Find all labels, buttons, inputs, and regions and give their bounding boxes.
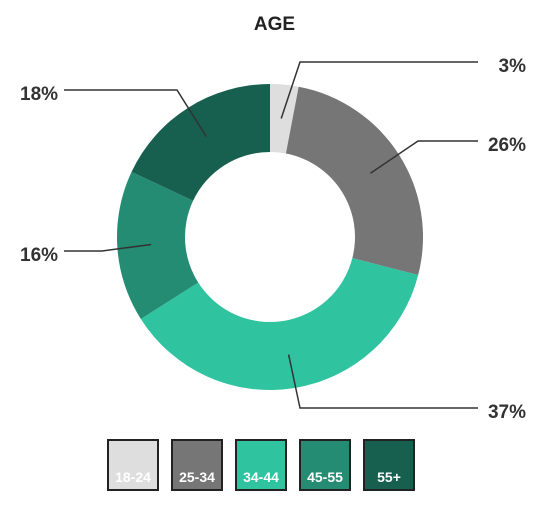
- legend-item-55+: 55+: [363, 439, 415, 491]
- slice-34-44: [140, 258, 419, 390]
- legend: 18-24 25-34 34-44 45-55 55+: [107, 439, 415, 491]
- leader-line-18-24: [280, 61, 478, 119]
- slice-45-55: [117, 171, 199, 319]
- data-label-45-55: 16%: [20, 245, 58, 266]
- legend-label: 55+: [377, 469, 401, 485]
- data-label-18-24: 3%: [499, 56, 527, 77]
- chart-title: AGE: [253, 14, 296, 35]
- leader-line-55+: [64, 89, 207, 137]
- legend-item-25-34: 25-34: [171, 439, 223, 491]
- data-label-34-44: 37%: [488, 402, 526, 423]
- slice-55+: [131, 84, 270, 201]
- legend-label: 34-44: [243, 469, 279, 485]
- donut-chart: 3% 26% 37% 16% 18%: [20, 56, 527, 423]
- legend-item-18-24: 18-24: [107, 439, 159, 491]
- data-label-55+: 18%: [20, 84, 58, 105]
- legend-item-45-55: 45-55: [299, 439, 351, 491]
- legend-label: 45-55: [307, 469, 343, 485]
- leader-line-34-44: [287, 354, 478, 409]
- legend-item-34-44: 34-44: [235, 439, 287, 491]
- data-label-25-34: 26%: [488, 135, 526, 156]
- slice-25-34: [285, 86, 424, 276]
- slice-18-24: [270, 84, 299, 154]
- legend-label: 18-24: [115, 469, 151, 485]
- leader-line-25-34: [370, 140, 478, 174]
- leader-line-45-55: [64, 243, 152, 252]
- legend-label: 25-34: [179, 469, 215, 485]
